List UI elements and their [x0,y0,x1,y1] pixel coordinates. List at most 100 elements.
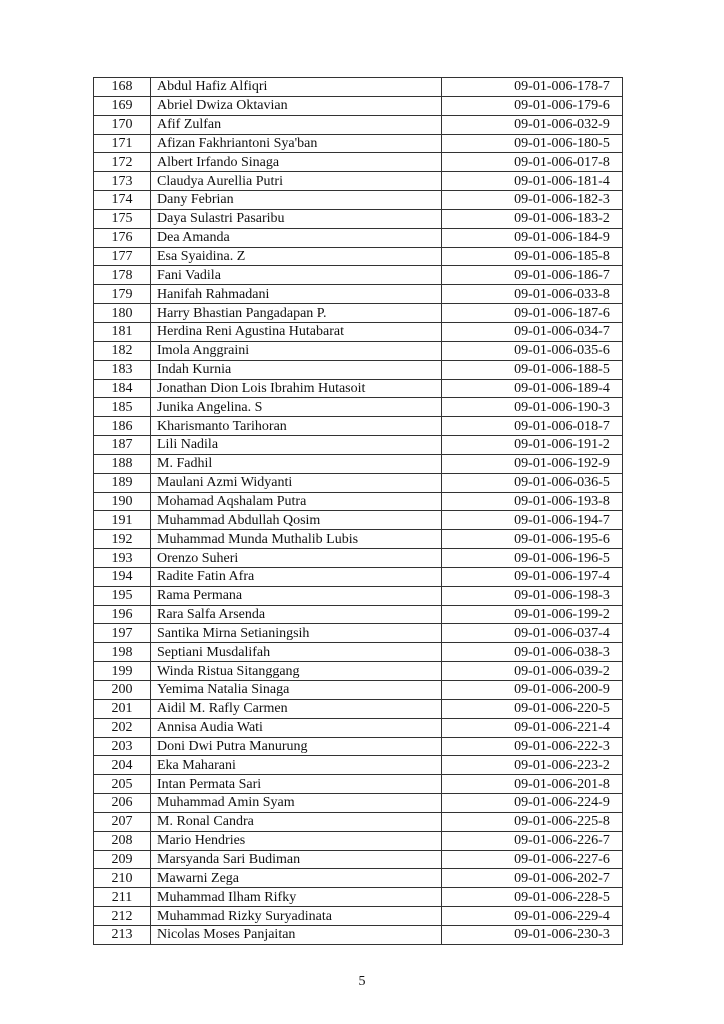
student-name: M. Ronal Candra [150,811,442,832]
table-row: 177 Esa Syaidina. Z 09-01-006-185-8 [93,246,623,267]
table-row: 200 Yemima Natalia Sinaga 09-01-006-200-9 [93,680,623,700]
student-name: M. Fadhil [150,453,442,474]
row-number: 213 [93,924,151,945]
table-row: 202 Annisa Audia Wati 09-01-006-221-4 [93,717,623,738]
student-list-table: 168 Abdul Hafiz Alfiqri 09-01-006-178-7 169… [93,77,623,945]
row-number: 174 [93,190,151,210]
student-id: 09-01-006-200-9 [441,680,623,700]
student-name: Muhammad Munda Muthalib Lubis [150,529,442,550]
table-row: 212 Muhammad Rizky Suryadinata 09-01-006-2… [93,906,623,926]
row-number: 198 [93,642,151,663]
table-body: 168 Abdul Hafiz Alfiqri 09-01-006-178-7 169… [93,77,623,945]
student-id: 09-01-006-035-6 [441,340,623,361]
row-number: 192 [93,529,151,550]
row-number: 202 [93,717,151,738]
row-number: 203 [93,736,151,757]
student-name: Lili Nadila [150,435,442,455]
student-id: 09-01-006-221-4 [441,717,623,738]
student-id: 09-01-006-039-2 [441,661,623,681]
table-row: 179 Hanifah Rahmadani 09-01-006-033-8 [93,284,623,305]
student-name: Maulani Azmi Widyanti [150,472,442,493]
row-number: 209 [93,849,151,870]
student-name: Esa Syaidina. Z [150,246,442,267]
table-row: 176 Dea Amanda 09-01-006-184-9 [93,227,623,248]
table-row: 168 Abdul Hafiz Alfiqri 09-01-006-178-7 [93,77,623,97]
student-id: 09-01-006-222-3 [441,736,623,757]
row-number: 175 [93,208,151,229]
row-number: 211 [93,887,151,908]
row-number: 196 [93,604,151,625]
table-row: 183 Indah Kurnia 09-01-006-188-5 [93,359,623,380]
table-row: 204 Eka Maharani 09-01-006-223-2 [93,755,623,776]
student-name: Yemima Natalia Sinaga [150,680,442,700]
table-row: 175 Daya Sulastri Pasaribu 09-01-006-183-2 [93,208,623,229]
student-id: 09-01-006-202-7 [441,868,623,889]
student-name: Jonathan Dion Lois Ibrahim Hutasoit [150,378,442,399]
table-row: 171 Afizan Fakhriantoni Sya'ban 09-01-006-… [93,133,623,154]
student-name: Daya Sulastri Pasaribu [150,208,442,229]
student-id: 09-01-006-034-7 [441,321,623,342]
student-id: 09-01-006-036-5 [441,472,623,493]
student-id: 09-01-006-188-5 [441,359,623,380]
student-name: Albert Irfando Sinaga [150,152,442,173]
student-name: Muhammad Abdullah Qosim [150,510,442,531]
student-id: 09-01-006-220-5 [441,698,623,719]
table-row: 191 Muhammad Abdullah Qosim 09-01-006-194-… [93,510,623,531]
table-row: 181 Herdina Reni Agustina Hutabarat 09-01-… [93,321,623,342]
student-id: 09-01-006-185-8 [441,246,623,267]
student-name: Indah Kurnia [150,359,442,380]
table-row: 169 Abriel Dwiza Oktavian 09-01-006-179-6 [93,95,623,116]
row-number: 207 [93,811,151,832]
student-id: 09-01-006-198-3 [441,585,623,606]
row-number: 200 [93,680,151,700]
student-id: 09-01-006-193-8 [441,491,623,512]
student-name: Doni Dwi Putra Manurung [150,736,442,757]
row-number: 199 [93,661,151,681]
row-number: 176 [93,227,151,248]
row-number: 185 [93,397,151,418]
row-number: 194 [93,566,151,587]
student-name: Herdina Reni Agustina Hutabarat [150,321,442,342]
row-number: 188 [93,453,151,474]
table-row: 205 Intan Permata Sari 09-01-006-201-8 [93,774,623,795]
table-row: 206 Muhammad Amin Syam 09-01-006-224-9 [93,793,623,813]
page-number: 5 [358,974,366,989]
table-row: 180 Harry Bhastian Pangadapan P. 09-01-006… [93,303,623,323]
student-id: 09-01-006-201-8 [441,774,623,795]
table-row: 182 Imola Anggraini 09-01-006-035-6 [93,340,623,361]
student-id: 09-01-006-018-7 [441,416,623,437]
student-name: Annisa Audia Wati [150,717,442,738]
row-number: 190 [93,491,151,512]
row-number: 177 [93,246,151,267]
table-row: 195 Rama Permana 09-01-006-198-3 [93,585,623,606]
student-name: Muhammad Ilham Rifky [150,887,442,908]
student-name: Eka Maharani [150,755,442,776]
table-row: 178 Fani Vadila 09-01-006-186-7 [93,265,623,286]
student-name: Fani Vadila [150,265,442,286]
student-id: 09-01-006-191-2 [441,435,623,455]
row-number: 208 [93,830,151,851]
student-id: 09-01-006-224-9 [441,793,623,813]
table-row: 210 Mawarni Zega 09-01-006-202-7 [93,868,623,889]
student-id: 09-01-006-037-4 [441,623,623,644]
student-id: 09-01-006-197-4 [441,566,623,587]
table-row: 174 Dany Febrian 09-01-006-182-3 [93,190,623,210]
table-row: 170 Afif Zulfan 09-01-006-032-9 [93,114,623,135]
student-name: Santika Mirna Setianingsih [150,623,442,644]
student-id: 09-01-006-194-7 [441,510,623,531]
table-row: 196 Rara Salfa Arsenda 09-01-006-199-2 [93,604,623,625]
row-number: 186 [93,416,151,437]
student-name: Dea Amanda [150,227,442,248]
student-id: 09-01-006-181-4 [441,171,623,192]
student-name: Afif Zulfan [150,114,442,135]
row-number: 201 [93,698,151,719]
student-name: Afizan Fakhriantoni Sya'ban [150,133,442,154]
table-row: 173 Claudya Aurellia Putri 09-01-006-181-4 [93,171,623,192]
student-id: 09-01-006-184-9 [441,227,623,248]
student-id: 09-01-006-182-3 [441,190,623,210]
row-number: 210 [93,868,151,889]
student-id: 09-01-006-186-7 [441,265,623,286]
student-name: Orenzo Suheri [150,548,442,568]
row-number: 187 [93,435,151,455]
student-id: 09-01-006-226-7 [441,830,623,851]
